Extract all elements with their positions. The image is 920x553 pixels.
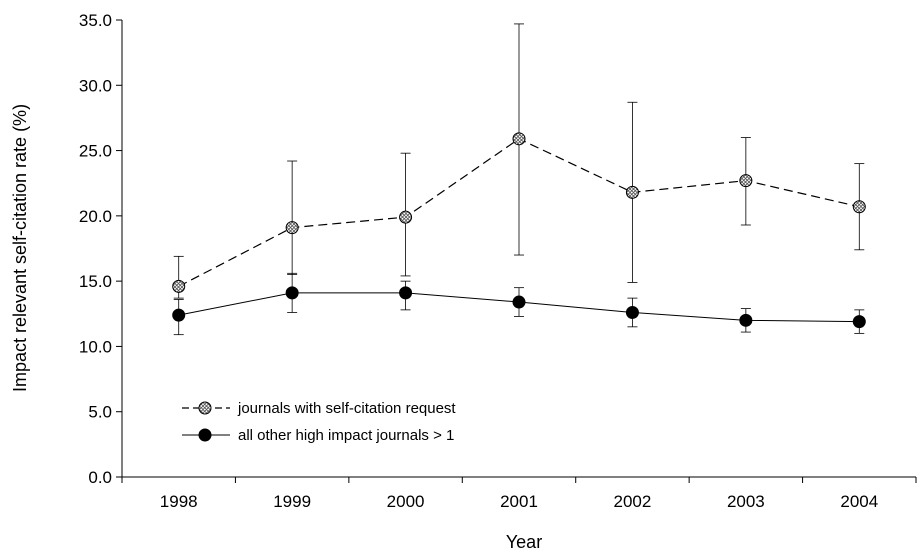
marker-s0-2001 (512, 132, 526, 146)
x-tick-label-1999: 1999 (273, 492, 311, 511)
y-tick-label-7: 35.0 (79, 11, 112, 30)
marker-s1-2001 (512, 295, 526, 309)
y-ticks: 0.0 5.0 10.0 15.0 20.0 25.0 30.0 35.0 (79, 11, 122, 487)
y-tick-label-5: 25.0 (79, 142, 112, 161)
x-axis-title: Year (506, 532, 542, 552)
legend-marker-self-citation (198, 401, 212, 415)
legend-marker-other (198, 428, 212, 442)
error-bars (173, 23, 865, 336)
x-tick-label-1998: 1998 (160, 492, 198, 511)
legend-label-self-citation: journals with self-citation request (237, 400, 456, 417)
legend-item-self-citation: journals with self-citation request (182, 400, 456, 417)
marker-s1-2000 (399, 286, 413, 300)
y-axis-title: Impact relevant self-citation rate (%) (10, 104, 30, 392)
y-tick-label-0: 0.0 (88, 468, 112, 487)
marker-s1-2002 (625, 305, 639, 319)
x-ticks: 1998 1999 2000 2001 2002 2003 2004 (121, 477, 917, 511)
marker-s1-2003 (739, 313, 753, 327)
legend-item-other: all other high impact journals > 1 (182, 427, 454, 444)
x-tick-label-2000: 2000 (387, 492, 425, 511)
marker-s0-1998 (172, 279, 186, 293)
y-tick-label-2: 10.0 (79, 337, 112, 356)
marker-s0-2003 (739, 174, 753, 188)
x-tick-label-2003: 2003 (727, 492, 765, 511)
x-tick-label-2004: 2004 (840, 492, 878, 511)
y-tick-label-3: 15.0 (79, 272, 112, 291)
x-tick-label-2001: 2001 (500, 492, 538, 511)
y-tick-label-1: 5.0 (88, 403, 112, 422)
legend-label-other: all other high impact journals > 1 (238, 427, 454, 444)
axes (121, 20, 916, 478)
marker-s0-2004 (852, 200, 866, 214)
y-tick-label-6: 30.0 (79, 76, 112, 95)
x-tick-label-2002: 2002 (614, 492, 652, 511)
marker-s1-1998 (172, 308, 186, 322)
legend: journals with self-citation request all … (182, 400, 456, 444)
marker-s0-1999 (285, 221, 299, 235)
marker-s1-2004 (852, 315, 866, 329)
y-tick-label-4: 20.0 (79, 207, 112, 226)
marker-s0-2002 (625, 185, 639, 199)
marker-s0-2000 (399, 210, 413, 224)
marker-s1-1999 (285, 286, 299, 300)
series-markers (172, 132, 866, 329)
